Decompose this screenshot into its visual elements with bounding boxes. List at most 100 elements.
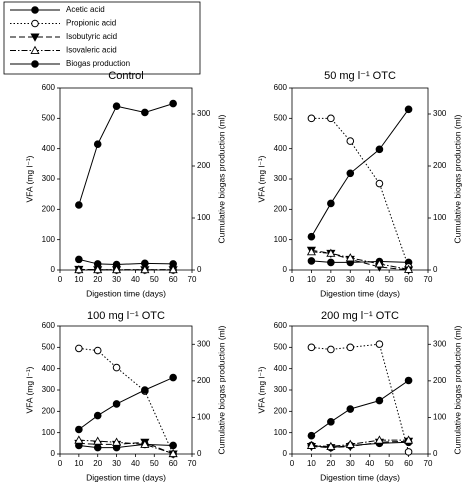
y-tick-label: 400 <box>42 144 56 153</box>
y-tick-label: 300 <box>274 174 288 183</box>
y-axis-label: VFA (mg l⁻¹) <box>256 155 266 202</box>
series-line <box>311 117 410 268</box>
y-tick-label: 500 <box>42 113 56 122</box>
y-tick-label: 200 <box>274 204 288 213</box>
x-tick-label: 30 <box>112 275 121 284</box>
data-point <box>93 346 102 355</box>
data-point <box>306 440 316 449</box>
y-tick-label: 200 <box>274 406 288 415</box>
marker <box>31 60 39 68</box>
data-point <box>327 345 335 354</box>
y-tick-label: 600 <box>274 321 288 330</box>
x-axis-label: Digestion time (days) <box>320 472 400 482</box>
x-tick-label: 40 <box>131 275 140 284</box>
series-line <box>78 258 174 266</box>
x-axis-label: Digestion time (days) <box>320 288 400 298</box>
y2-tick-label: 0 <box>433 265 438 274</box>
legend-label: Propionic acid <box>66 19 116 28</box>
y-tick-label: 0 <box>283 449 288 458</box>
data-point <box>112 437 122 446</box>
x-tick-label: 30 <box>346 275 355 284</box>
data-point <box>93 140 102 148</box>
data-point <box>93 264 103 274</box>
panel-title: 100 mg l⁻¹ OTC <box>87 310 165 322</box>
x-tick-label: 0 <box>58 275 63 284</box>
x-tick-label: 10 <box>74 275 83 284</box>
data-point <box>168 264 178 274</box>
data-point <box>327 258 335 267</box>
data-point <box>374 435 384 444</box>
x-tick-label: 0 <box>290 275 295 284</box>
data-point <box>404 376 413 385</box>
y-tick-label: 300 <box>42 174 56 183</box>
data-point <box>327 418 335 426</box>
y-tick-label: 500 <box>274 113 288 122</box>
x-tick-label: 20 <box>326 275 335 284</box>
x-tick-label: 20 <box>93 275 102 284</box>
y-tick-label: 300 <box>274 385 288 394</box>
marker <box>31 6 39 14</box>
x-axis-label: Digestion time (days) <box>86 288 166 298</box>
data-point <box>375 179 384 188</box>
y-tick-label: 200 <box>42 406 56 415</box>
y2-tick-label: 100 <box>433 413 447 422</box>
data-point <box>75 344 83 353</box>
data-point <box>375 145 384 154</box>
data-point <box>140 264 150 274</box>
data-point <box>112 102 121 110</box>
y2-tick-label: 0 <box>433 449 438 458</box>
data-point <box>306 247 316 256</box>
x-tick-label: 70 <box>424 459 433 468</box>
x-tick-label: 0 <box>290 459 295 468</box>
data-point <box>327 114 335 123</box>
y-tick-label: 500 <box>274 342 288 351</box>
y-tick-label: 200 <box>42 204 56 213</box>
y-tick-label: 400 <box>274 144 288 153</box>
data-point <box>74 435 84 444</box>
x-tick-label: 60 <box>169 459 178 468</box>
y2-axis-label: Cumulative biogas production (ml) <box>216 114 226 243</box>
y-tick-label: 300 <box>42 385 56 394</box>
y-axis-label: VFA (mg l⁻¹) <box>24 155 34 202</box>
x-tick-label: 30 <box>112 459 121 468</box>
x-tick-label: 20 <box>93 459 102 468</box>
data-point <box>374 259 384 268</box>
x-tick-label: 60 <box>404 275 413 284</box>
y-tick-label: 0 <box>51 449 56 458</box>
data-point <box>327 199 335 208</box>
y2-tick-label: 300 <box>433 339 447 348</box>
x-tick-label: 70 <box>424 275 433 284</box>
y-tick-label: 500 <box>42 342 56 351</box>
x-tick-label: 10 <box>307 459 316 468</box>
legend-label: Isovaleric acid <box>66 46 117 55</box>
y-tick-label: 100 <box>274 428 288 437</box>
data-point <box>346 343 355 352</box>
data-point <box>75 201 83 209</box>
data-point <box>169 99 177 108</box>
series-line <box>78 443 174 449</box>
data-point <box>326 248 336 257</box>
data-point <box>345 253 355 262</box>
y-tick-label: 100 <box>274 235 288 244</box>
data-point <box>141 108 149 117</box>
data-point <box>75 255 83 264</box>
y2-tick-label: 0 <box>197 265 202 274</box>
y-tick-label: 100 <box>42 428 56 437</box>
x-tick-label: 30 <box>346 459 355 468</box>
data-point <box>346 405 355 413</box>
data-point <box>307 114 316 123</box>
data-point <box>169 373 177 382</box>
y-tick-label: 600 <box>274 83 288 92</box>
data-point <box>326 441 336 451</box>
data-point <box>112 264 122 274</box>
x-tick-label: 60 <box>169 275 178 284</box>
data-point <box>375 396 384 405</box>
data-point <box>307 257 316 265</box>
data-point <box>404 105 413 114</box>
y2-tick-label: 300 <box>197 339 211 348</box>
